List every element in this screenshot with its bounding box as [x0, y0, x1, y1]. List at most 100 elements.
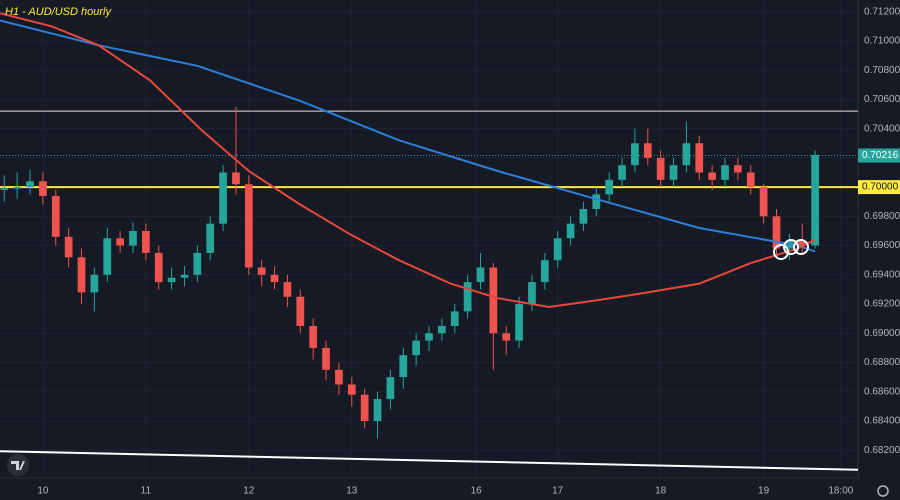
- candle-body: [553, 238, 562, 261]
- candle-body: [51, 195, 60, 237]
- candle-body: [335, 369, 343, 385]
- y-tick-label: 0.69400: [864, 269, 900, 280]
- price-label: 0.70000: [862, 182, 899, 193]
- candle-body: [77, 257, 86, 293]
- candle-body: [13, 187, 22, 189]
- y-tick-label: 0.68800: [864, 357, 900, 368]
- candle-body: [399, 355, 408, 378]
- candle-body: [695, 143, 704, 173]
- price-label-bg: [858, 148, 900, 163]
- candle-body: [116, 238, 124, 246]
- axes: 0.71200 0.71000 0.70800 0.70600 0.70400 0.702…: [37, 6, 900, 497]
- candle-body: [360, 394, 369, 421]
- candle-body: [103, 238, 112, 275]
- candle-body: [579, 209, 588, 224]
- overlay-line: [0, 450, 859, 471]
- y-tick-label: 0.69200: [864, 299, 900, 310]
- candle-body: [798, 241, 807, 246]
- candle-body: [322, 347, 330, 370]
- plot: [0, 12, 859, 471]
- y-tick-label: 0.69600: [864, 240, 900, 251]
- candle-body: [206, 223, 215, 253]
- y-tick-label: 0.68200: [864, 445, 900, 456]
- logo: [11, 461, 25, 470]
- candle-body: [39, 181, 47, 196]
- candle-body: [811, 154, 819, 246]
- candle-body: [643, 143, 652, 158]
- candle-body: [64, 236, 73, 258]
- x-tick-label: 16: [471, 486, 483, 497]
- y-tick-label: 0.69000: [864, 328, 900, 339]
- candle-body: [167, 277, 176, 283]
- candle-body: [270, 274, 279, 283]
- candle-body: [412, 340, 420, 356]
- price-label-bg: [858, 180, 900, 195]
- candle-body: [631, 143, 639, 166]
- candle-body: [540, 260, 549, 283]
- candle-body: [309, 325, 318, 348]
- tv-logo: [7, 454, 29, 476]
- candle-body: [219, 172, 227, 224]
- y-tick-label: 0.70600: [864, 94, 900, 105]
- gear[interactable]: [877, 485, 889, 497]
- candle-body: [489, 267, 498, 334]
- candle-body: [502, 333, 511, 341]
- candle-body: [438, 325, 446, 334]
- y-tick-label: 0.70400: [864, 123, 900, 134]
- candle-body: [592, 194, 601, 210]
- candle-body: [772, 216, 781, 249]
- candle-body: [515, 304, 523, 341]
- y-tick-label: 0.70800: [864, 65, 900, 76]
- candle-body: [759, 187, 768, 217]
- candle-body: [656, 157, 665, 180]
- candle-body: [26, 181, 34, 188]
- settings-icon[interactable]: [877, 485, 889, 497]
- circle: [783, 239, 799, 255]
- candle-body: [425, 333, 433, 341]
- y-tick-label: 0.68400: [864, 416, 900, 427]
- x-tick-label: 11: [141, 486, 152, 497]
- x-tick-label: 13: [346, 486, 358, 497]
- overlay-line: [0, 19, 816, 253]
- candle-body: [708, 172, 717, 180]
- candle-body: [373, 399, 382, 421]
- y-tick-label: 0.69800: [864, 211, 900, 222]
- candle-body: [0, 188, 9, 191]
- x-tick-label: 12: [243, 486, 255, 497]
- candle-body: [154, 252, 163, 283]
- candle-body: [476, 267, 485, 283]
- candle-body: [721, 165, 729, 180]
- overlay-line: [0, 12, 816, 309]
- candle-body: [347, 384, 356, 395]
- candle-body: [244, 184, 253, 268]
- y-tick-label: 0.71000: [864, 36, 900, 47]
- candle-body: [180, 274, 189, 278]
- candle-body: [257, 267, 266, 275]
- candle-body: [746, 172, 755, 188]
- circle: [793, 239, 809, 255]
- chart-title: H1 - AUD/USD hourly: [5, 6, 112, 18]
- y-tick-label: 0.71200: [864, 6, 900, 17]
- x-tick-label: 18: [655, 486, 667, 497]
- circle: [773, 244, 789, 260]
- candle-body: [283, 282, 292, 297]
- annotation-circles: [773, 239, 809, 260]
- candle-body: [193, 252, 202, 275]
- candle-body: [669, 165, 678, 180]
- candle-body: [682, 143, 691, 166]
- candle-body: [605, 179, 614, 195]
- y-tick-label: 0.68600: [864, 386, 900, 397]
- candle-body: [296, 296, 305, 326]
- candle-body: [129, 230, 137, 246]
- price-label: 0.70216: [862, 150, 899, 161]
- candle-body: [734, 165, 742, 173]
- candle-body: [528, 282, 536, 305]
- candle-body: [450, 311, 459, 326]
- candle-body: [90, 274, 99, 293]
- x-tick-label: 17: [552, 486, 564, 497]
- x-tick-label: 18:00: [828, 486, 853, 497]
